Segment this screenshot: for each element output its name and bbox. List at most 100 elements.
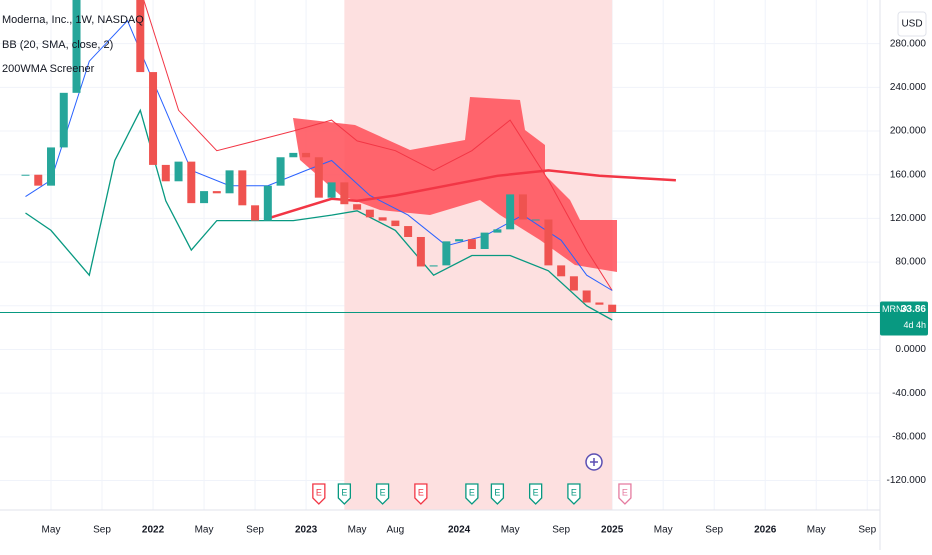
candle (404, 226, 413, 237)
candle (353, 204, 362, 210)
candle (531, 219, 540, 221)
candle (378, 217, 387, 221)
candle (569, 276, 578, 291)
indicator-line (143, 0, 613, 291)
add-icon (590, 458, 598, 466)
x-tick-label: 2024 (448, 525, 471, 536)
y-tick-label: -40.000 (892, 388, 926, 399)
x-tick-label: May (807, 525, 826, 536)
candle (314, 157, 323, 198)
y-tick-label: 240.000 (890, 82, 927, 93)
event-label: E (494, 487, 500, 497)
currency[interactable]: USD (901, 19, 922, 30)
candle (544, 219, 553, 266)
candle (429, 265, 438, 267)
y-tick-label: -120.000 (887, 475, 927, 486)
event-marker (337, 483, 351, 505)
candle (225, 170, 234, 194)
candle (59, 92, 68, 148)
candle (327, 182, 336, 198)
candle (595, 302, 604, 305)
candle (149, 72, 158, 165)
x-tick-label: 2025 (601, 525, 624, 536)
candle (467, 239, 476, 249)
candle (136, 0, 145, 73)
y-tick-label: 280.000 (890, 38, 927, 49)
candle (187, 161, 196, 204)
legend-item: BB (20, SMA, close, 2) (2, 39, 113, 51)
candle (72, 0, 81, 93)
x-tick-label: Sep (552, 525, 570, 536)
candle (200, 191, 209, 204)
x-tick-label: May (42, 525, 61, 536)
candle (365, 209, 374, 218)
x-tick-label: 2026 (754, 525, 777, 536)
x-tick-label: Sep (246, 525, 264, 536)
legend-item: 200WMA Screener (2, 63, 95, 75)
x-tick-label: Sep (705, 525, 723, 536)
event-label: E (533, 487, 539, 497)
candle (518, 194, 527, 220)
candle (161, 164, 170, 182)
candle (263, 185, 272, 221)
x-tick-label: Sep (858, 525, 876, 536)
y-tick-label: -80.000 (892, 431, 926, 442)
event-label: E (469, 487, 475, 497)
event-marker (414, 483, 428, 505)
y-tick-label: 0.0000 (895, 344, 926, 355)
candle (391, 220, 400, 227)
candle (493, 229, 502, 233)
candle (416, 236, 425, 267)
candle (21, 174, 30, 176)
x-tick-label: May (348, 525, 367, 536)
event-label: E (341, 487, 347, 497)
event-marker (465, 483, 479, 505)
y-tick-label: 80.000 (895, 257, 926, 268)
indicator-line (267, 169, 676, 220)
symbol-label: MRNA (882, 304, 909, 314)
candle (238, 170, 247, 206)
candle (34, 174, 43, 186)
y-tick-label: 120.000 (890, 213, 927, 224)
y-tick-label: 160.000 (890, 169, 927, 180)
x-tick-label: 2023 (295, 525, 318, 536)
candle (47, 147, 56, 186)
candle (302, 152, 311, 158)
x-tick-label: Aug (386, 525, 404, 536)
candle (442, 241, 451, 266)
event-marker (618, 483, 632, 505)
event-label: E (380, 487, 386, 497)
event-marker (490, 483, 505, 505)
candle (212, 191, 221, 194)
candle (506, 194, 515, 230)
event-label: E (571, 487, 577, 497)
event-label: E (622, 487, 628, 497)
candle (455, 239, 464, 242)
event-label: E (316, 487, 322, 497)
candle (582, 290, 591, 303)
x-tick-label: 2022 (142, 525, 165, 536)
x-tick-label: May (501, 525, 520, 536)
last-price-box (880, 301, 928, 336)
candle (251, 205, 260, 221)
event-marker (529, 483, 543, 505)
candle (174, 161, 183, 182)
x-tick-label: May (654, 525, 673, 536)
candle (340, 182, 349, 205)
currency-box[interactable] (897, 11, 927, 37)
x-tick-label: May (195, 525, 214, 536)
event-marker (312, 483, 326, 505)
plot (21, 0, 676, 510)
chart-title: Moderna, Inc., 1W, NASDAQ (2, 14, 144, 26)
event-marker (375, 483, 390, 505)
countdown-label: 4d 4h (903, 320, 926, 330)
last-price-label: 33.86 (901, 304, 926, 315)
indicator-line (25, 108, 613, 321)
candle (289, 152, 298, 158)
candle (557, 265, 566, 277)
candle (480, 232, 489, 249)
candle (608, 304, 617, 313)
x-tick-label: Sep (93, 525, 111, 536)
y-tick-label: 200.000 (890, 126, 927, 137)
